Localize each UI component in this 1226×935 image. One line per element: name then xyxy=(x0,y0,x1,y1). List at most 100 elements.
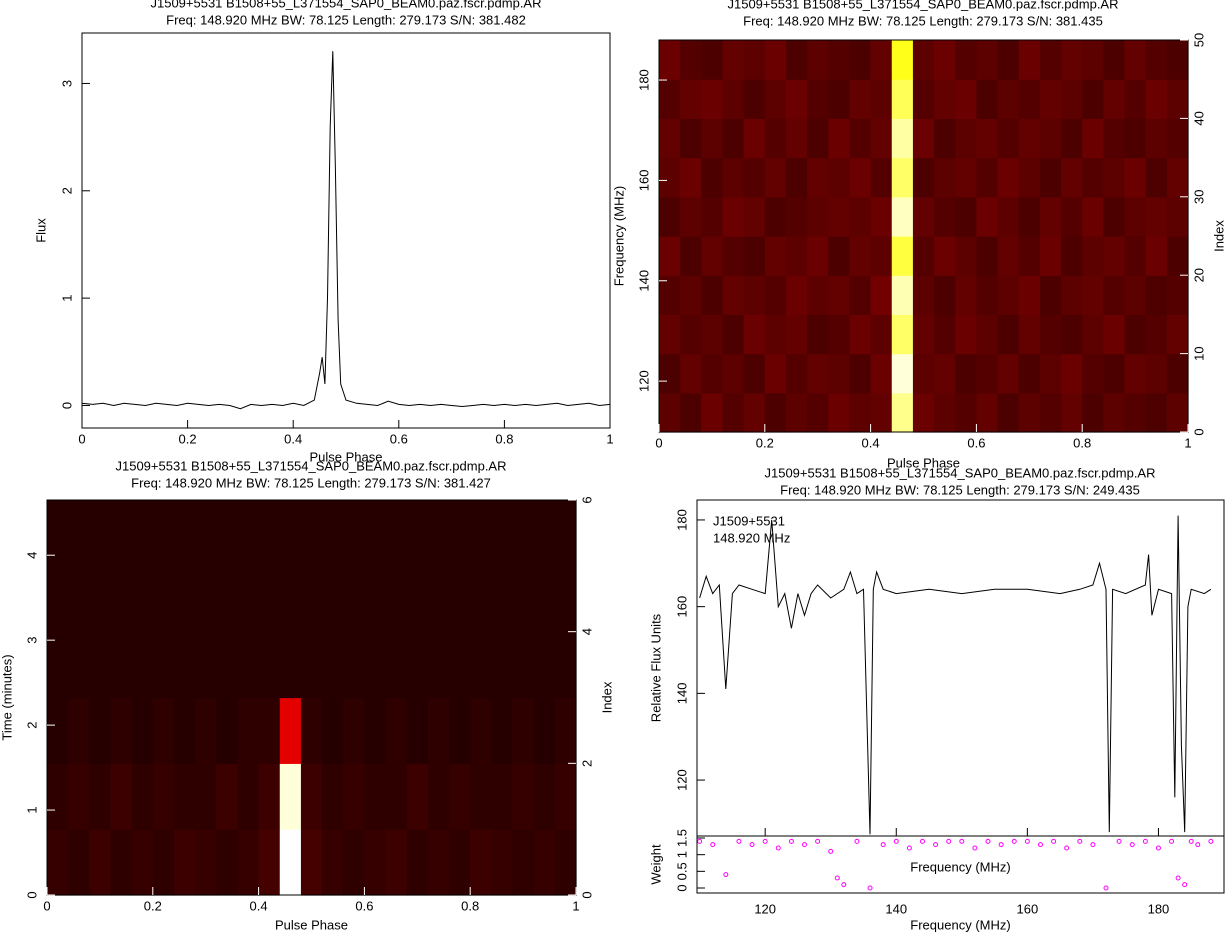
weight-point xyxy=(749,842,755,848)
heatmap-cell xyxy=(955,196,977,237)
heatmap-cell xyxy=(152,763,175,830)
heatmap-cell xyxy=(785,196,808,237)
heatmap-cell xyxy=(849,40,872,80)
heatmap-cell xyxy=(976,157,999,198)
heatmap-cell xyxy=(849,275,872,315)
heatmap-cell xyxy=(997,353,1020,394)
heatmap-cell xyxy=(828,314,851,355)
heatmap-cell xyxy=(1061,118,1083,159)
heatmap-cell xyxy=(1145,196,1168,237)
heatmap-cell xyxy=(680,353,702,394)
y2-axis-label: Index xyxy=(1211,220,1226,252)
heatmap-cell xyxy=(364,500,387,567)
y-tick-label: 180 xyxy=(636,69,651,91)
heatmap-cell xyxy=(1166,275,1189,315)
heatmap-cell xyxy=(1166,314,1189,355)
y-tick-label: 1 xyxy=(59,295,74,302)
weight-point xyxy=(801,842,807,848)
x-tick-label: 0.2 xyxy=(756,435,774,450)
heatmap-cell xyxy=(1039,353,1062,394)
heatmap-cell xyxy=(997,275,1020,315)
heatmap-cell xyxy=(976,392,999,433)
heatmap-cell xyxy=(385,500,408,567)
heatmap-cell xyxy=(406,763,429,830)
heatmap-cell xyxy=(322,631,344,699)
heatmap-cell xyxy=(785,40,808,80)
heatmap-cell xyxy=(955,157,977,198)
heatmap-cell xyxy=(828,157,851,198)
heatmap-cell xyxy=(216,763,239,830)
heatmap-cell xyxy=(997,236,1020,276)
heatmap-cell xyxy=(1124,392,1147,433)
heatmap-cell xyxy=(47,829,69,896)
heatmap-cell xyxy=(891,353,914,394)
weight-point xyxy=(1155,845,1161,851)
heatmap-cell xyxy=(258,763,281,830)
heatmap-cell xyxy=(1103,79,1126,119)
y-tick-label: 1 xyxy=(24,806,39,813)
heatmap-cell xyxy=(152,697,175,764)
heatmap-cell xyxy=(659,196,681,237)
heatmap-cell xyxy=(701,353,724,394)
heatmap-cell xyxy=(976,196,999,237)
y-tick-label: 2 xyxy=(59,187,74,194)
heatmap-cell xyxy=(512,829,535,896)
heatmap-cell xyxy=(659,353,681,394)
heatmap-cell xyxy=(955,40,977,80)
heatmap-cell xyxy=(300,631,323,699)
heatmap-cell xyxy=(343,697,365,764)
heatmap-cell xyxy=(364,631,387,699)
heatmap-cell xyxy=(764,314,787,355)
heatmap-cell xyxy=(322,500,344,567)
heatmap-cell xyxy=(427,631,450,699)
heatmap-cell xyxy=(828,118,851,159)
heatmap-cell xyxy=(131,500,154,567)
y2-axis-label: Index xyxy=(599,681,614,713)
heatmap-cell xyxy=(955,275,977,315)
heatmap-cell xyxy=(512,763,535,830)
heatmap-cell xyxy=(659,314,681,355)
x-tick-label: 0.8 xyxy=(1073,435,1091,450)
heatmap-cell xyxy=(849,196,872,237)
y-tick-label: 180 xyxy=(674,509,689,531)
heatmap-cell xyxy=(934,275,956,315)
heatmap-cell xyxy=(912,275,935,315)
weight-point xyxy=(1037,842,1043,848)
heatmap-cell xyxy=(385,697,408,764)
y2-tick-label: 0 xyxy=(579,891,594,898)
heatmap-cell xyxy=(912,157,935,198)
heatmap-cell xyxy=(427,500,450,567)
heatmap-cell xyxy=(764,157,787,198)
heatmap-cell xyxy=(976,118,999,159)
heatmap-cell xyxy=(976,314,999,355)
x-tick-label: 0.4 xyxy=(862,435,880,450)
heatmap-cell xyxy=(406,565,429,633)
heatmap-cell xyxy=(1145,40,1168,80)
y-tick-label: 0 xyxy=(24,891,39,898)
heatmap-cell xyxy=(1103,118,1126,159)
heatmap-cell xyxy=(1018,314,1041,355)
weight-point xyxy=(972,845,978,851)
heatmap-cell xyxy=(659,275,681,315)
weight-point xyxy=(1051,838,1057,844)
heatmap-cell xyxy=(1145,392,1168,433)
heatmap-cell xyxy=(1061,157,1083,198)
heatmap-cell xyxy=(680,236,702,276)
heatmap-cell xyxy=(491,631,514,699)
heatmap-cell xyxy=(701,314,724,355)
heatmap-cell xyxy=(385,565,408,633)
heatmap-cell xyxy=(764,392,787,433)
heatmap-cell xyxy=(912,196,935,237)
heatmap-cell xyxy=(976,275,999,315)
weight-point xyxy=(906,845,912,851)
heatmap-cell xyxy=(449,697,471,764)
heatmap-cell xyxy=(955,392,977,433)
heatmap-cell xyxy=(1061,236,1083,276)
y-tick-label: 4 xyxy=(24,552,39,559)
heatmap-cell xyxy=(891,314,914,355)
heatmap-cell xyxy=(343,631,365,699)
heatmap-cell xyxy=(849,157,872,198)
heatmap-cell xyxy=(533,631,556,699)
heatmap-cell xyxy=(743,196,766,237)
heatmap-cell xyxy=(997,79,1020,119)
